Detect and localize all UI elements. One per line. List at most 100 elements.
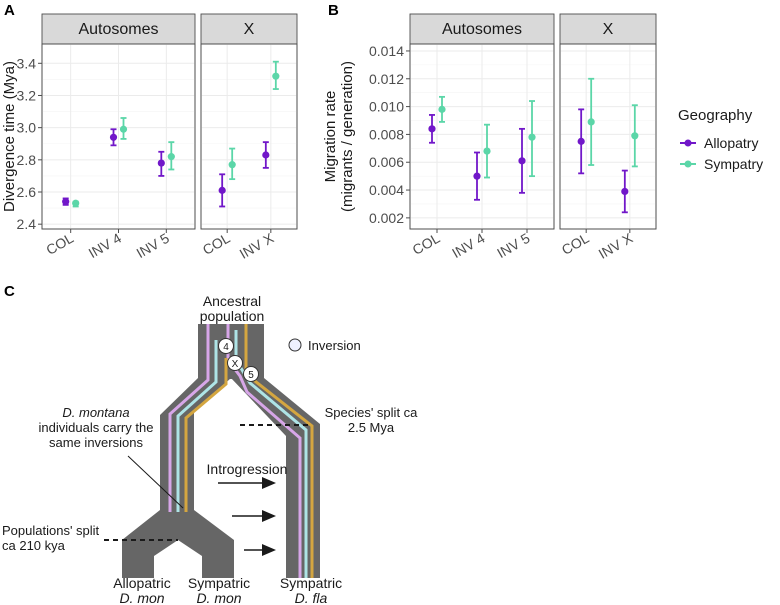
x-tick-label: COL bbox=[200, 230, 233, 258]
sympatric-mon-label: Sympatric bbox=[188, 575, 250, 591]
introgression-label: Introgression bbox=[207, 461, 288, 477]
x-tick-label: INV X bbox=[237, 229, 277, 261]
y-axis-title-line1: Migration rate bbox=[322, 91, 339, 183]
ancestral-label-line1: Ancestral bbox=[203, 293, 261, 309]
legend-title: Geography bbox=[678, 107, 753, 124]
inversion-marker-4-label: 4 bbox=[223, 342, 229, 353]
data-point bbox=[62, 198, 70, 206]
montana-label-line2: individuals carry the bbox=[39, 420, 154, 435]
legend-sympatry-point bbox=[684, 160, 692, 168]
x-tick-label: INV 5 bbox=[494, 230, 533, 261]
facet-panel-border bbox=[559, 43, 657, 230]
facet-panel bbox=[559, 43, 657, 230]
y-tick-label: 3.0 bbox=[17, 120, 37, 136]
inversion-marker-5-label: 5 bbox=[248, 370, 254, 381]
x-tick-label: INV 5 bbox=[133, 230, 172, 261]
x-tick-label: INV X bbox=[596, 229, 636, 261]
introgression-arrow-3-icon bbox=[244, 544, 276, 556]
data-point bbox=[109, 133, 118, 141]
sympatric-fla-species-label: D. fla bbox=[295, 590, 328, 605]
facet-panel-border bbox=[200, 43, 298, 230]
x-tick-label: COL bbox=[43, 230, 76, 258]
facet-strip bbox=[41, 13, 196, 45]
population-split-label-line2: ca 210 kya bbox=[2, 538, 66, 553]
facet-panel bbox=[200, 43, 298, 230]
species-split-label-line1: Species' split ca bbox=[325, 405, 419, 420]
inversion-legend-label: Inversion bbox=[308, 338, 361, 353]
allopatric-species-label: D. mon bbox=[119, 590, 164, 605]
y-tick-label: 3.4 bbox=[17, 55, 37, 71]
sympatric-fla-label: Sympatric bbox=[280, 575, 342, 591]
panel-label-c: C bbox=[4, 283, 15, 300]
flavomontana-branch bbox=[231, 378, 320, 578]
data-point bbox=[228, 161, 236, 169]
legend-sympatry-label: Sympatry bbox=[704, 156, 763, 172]
y-tick-label: 0.014 bbox=[369, 43, 404, 59]
facet-strip-label: Autosomes bbox=[442, 21, 522, 38]
data-point bbox=[483, 147, 491, 155]
inversion-marker-x-icon bbox=[227, 355, 243, 371]
data-point bbox=[577, 137, 585, 145]
speciation-diagram: 4 X 5 Inversion Ancestral population Spe… bbox=[2, 293, 418, 605]
lineage-line-blue-right bbox=[234, 330, 308, 578]
data-point bbox=[72, 199, 80, 207]
lineage-line-pink-left bbox=[168, 324, 210, 512]
species-split-label-line2: 2.5 Mya bbox=[348, 420, 395, 435]
data-point bbox=[438, 105, 446, 113]
facet-strip bbox=[200, 13, 298, 45]
x-tick-label: COL bbox=[559, 230, 592, 258]
data-point bbox=[272, 72, 280, 80]
y-axis-title: Divergence time (Mya) bbox=[1, 61, 18, 212]
inversion-marker-x-label: X bbox=[232, 359, 239, 370]
y-tick-label: 2.6 bbox=[17, 184, 37, 200]
data-point bbox=[473, 172, 481, 180]
y-tick-label: 0.002 bbox=[369, 210, 404, 226]
data-point bbox=[428, 125, 436, 133]
sympatric-mon-species-label: D. mon bbox=[196, 590, 241, 605]
facet-strip-label: Autosomes bbox=[78, 21, 158, 38]
ancestral-label-line2: population bbox=[200, 308, 265, 324]
y-tick-label: 0.010 bbox=[369, 99, 404, 115]
y-tick-label: 0.004 bbox=[369, 182, 404, 198]
montana-label-line3: same inversions bbox=[49, 435, 143, 450]
allopatric-label: Allopatric bbox=[113, 575, 171, 591]
y-tick-label: 2.8 bbox=[17, 152, 37, 168]
data-point bbox=[119, 125, 128, 133]
data-point bbox=[518, 157, 526, 165]
facet-strip-label: X bbox=[244, 21, 255, 38]
data-point bbox=[157, 159, 165, 167]
data-point bbox=[218, 186, 226, 194]
panel-label-a: A bbox=[4, 2, 15, 19]
lineage-line-pink-right bbox=[226, 324, 302, 578]
data-point bbox=[631, 132, 639, 140]
inversion-legend-icon bbox=[288, 338, 302, 352]
introgression-arrow-2-icon bbox=[232, 510, 276, 522]
population-split-branch bbox=[122, 510, 234, 578]
facet-strip-label: X bbox=[603, 21, 614, 38]
y-tick-label: 3.2 bbox=[17, 87, 37, 103]
x-tick-label: INV 4 bbox=[449, 230, 488, 261]
data-point bbox=[621, 187, 629, 196]
data-point bbox=[167, 153, 175, 161]
montana-pointer-line bbox=[127, 455, 184, 509]
inversion-marker-4-icon bbox=[218, 338, 234, 354]
legend-allopatry-point bbox=[684, 139, 692, 147]
population-split-label-line1: Populations' split bbox=[2, 523, 100, 538]
y-tick-label: 0.008 bbox=[369, 126, 404, 142]
legend: Geography Allopatry Sympatry bbox=[678, 107, 763, 172]
facet-strip bbox=[409, 13, 555, 45]
montana-label-line1: D. montana bbox=[62, 405, 129, 420]
x-tick-label: COL bbox=[410, 230, 443, 258]
introgression-arrow-1-icon bbox=[218, 477, 276, 489]
lineage-line-gold-right bbox=[244, 324, 314, 578]
lineage-line-blue-left bbox=[176, 340, 218, 512]
data-point bbox=[587, 118, 595, 126]
data-point bbox=[528, 133, 536, 141]
legend-allopatry-label: Allopatry bbox=[704, 135, 758, 151]
lineage-line-gold-left bbox=[184, 358, 228, 512]
facet-strip bbox=[559, 13, 657, 45]
panel-label-b: B bbox=[328, 2, 339, 19]
